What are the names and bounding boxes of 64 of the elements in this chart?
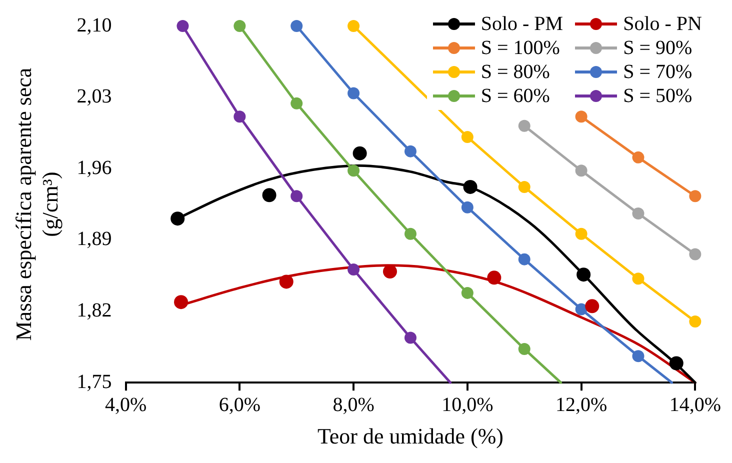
point xyxy=(575,164,588,177)
point xyxy=(575,110,588,123)
point xyxy=(174,295,188,310)
point xyxy=(487,270,502,285)
point xyxy=(404,332,416,344)
point xyxy=(279,274,294,289)
point xyxy=(348,264,360,276)
legend-label: S = 80% xyxy=(480,60,550,84)
point xyxy=(689,248,702,260)
point xyxy=(689,190,702,202)
point xyxy=(348,20,360,32)
point xyxy=(461,131,474,144)
point xyxy=(632,272,644,285)
y-tick-label: 1,96 xyxy=(76,156,112,179)
x-tick-label: 6,0% xyxy=(218,394,261,416)
point xyxy=(382,264,397,279)
point xyxy=(404,228,416,240)
point xyxy=(290,97,303,110)
y-tick-label: 1,75 xyxy=(76,370,112,393)
point xyxy=(575,303,588,316)
point xyxy=(290,190,303,202)
point xyxy=(262,188,276,202)
point xyxy=(404,145,416,158)
point xyxy=(518,342,530,355)
point xyxy=(461,201,474,214)
x-axis-title: Teor de umidade (%) xyxy=(317,424,504,449)
point xyxy=(632,207,644,220)
point xyxy=(575,228,588,240)
y-tick-label: 2,10 xyxy=(76,14,112,36)
point xyxy=(348,87,360,100)
point xyxy=(352,146,367,160)
legend-label: S = 90% xyxy=(623,36,692,60)
point xyxy=(234,20,246,32)
y-axis-title: Massa específica aparente seca (g/cm³) xyxy=(10,68,62,341)
point xyxy=(176,20,189,32)
legend-label: S = 70% xyxy=(623,60,692,84)
x-tick-label: 12,0% xyxy=(555,394,608,416)
point xyxy=(585,299,600,314)
legend-label: Solo - PN xyxy=(623,12,702,36)
x-tick-label: 14,0% xyxy=(669,394,722,416)
legend-label: S = 60% xyxy=(480,84,550,108)
point xyxy=(518,253,530,266)
x-tick-label: 8,0% xyxy=(332,394,374,416)
point xyxy=(348,164,360,177)
legend-label: S = 100% xyxy=(480,36,560,60)
legend-label: S = 50% xyxy=(623,84,692,108)
point xyxy=(170,212,185,226)
point xyxy=(632,350,644,362)
point xyxy=(461,286,474,299)
point xyxy=(576,268,591,282)
x-tick-label: 10,0% xyxy=(442,394,494,416)
point xyxy=(234,110,246,123)
point xyxy=(518,120,530,132)
y-tick-label: 2,03 xyxy=(76,86,112,108)
y-tick-label: 1,89 xyxy=(76,228,112,250)
point xyxy=(518,180,530,193)
legend-label: Solo - PM xyxy=(480,12,564,36)
point xyxy=(290,20,303,32)
x-tick-label: 4,0% xyxy=(104,394,147,416)
point xyxy=(689,315,702,328)
point xyxy=(669,356,684,370)
y-tick-label: 1,82 xyxy=(76,300,112,322)
point xyxy=(632,151,644,164)
point xyxy=(463,180,478,194)
